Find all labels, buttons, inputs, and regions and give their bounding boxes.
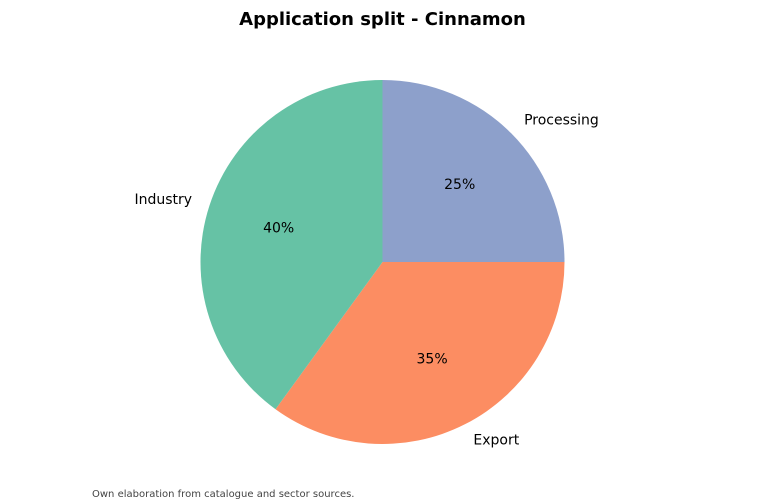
source-footnote: Own elaboration from catalogue and secto… <box>92 489 355 500</box>
pie-category-label-processing: Processing <box>524 112 599 128</box>
pie-slice-export <box>275 262 565 444</box>
pie-slices <box>200 79 565 444</box>
pie-percent-label-export: 35% <box>417 351 448 367</box>
pie-slice-processing <box>382 80 565 262</box>
pie-category-label-export: Export <box>473 432 519 448</box>
pie-slice-industry <box>200 79 383 410</box>
pie-category-label-industry: Industry <box>135 192 193 208</box>
pie-percent-label-processing: 25% <box>444 177 475 193</box>
chart-title: Application split - Cinnamon <box>239 9 526 30</box>
pie-labels: 25% Processing 35% Export 40% Industry <box>135 112 599 448</box>
pie-percent-label-industry: 40% <box>263 220 294 236</box>
